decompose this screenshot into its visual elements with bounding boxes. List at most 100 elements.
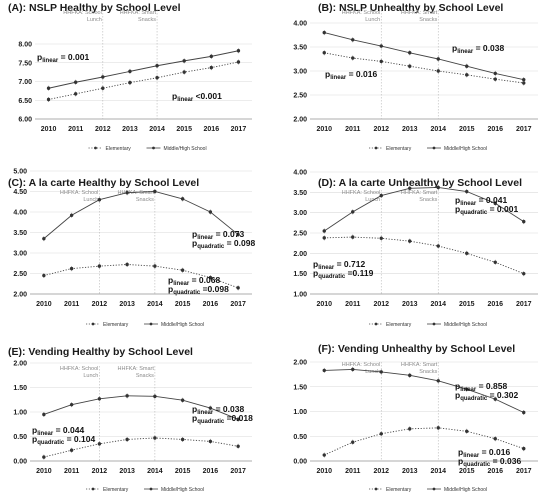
chart-panel-e: (E): Vending Healthy by School Level 0.00… <box>8 346 253 493</box>
legend-label: Elementary <box>106 146 132 152</box>
data-point <box>153 264 157 268</box>
y-tick-label: 3.00 <box>293 210 307 217</box>
data-point <box>522 271 526 276</box>
event-annotation: Lunch <box>365 369 380 375</box>
y-tick-label: 6.00 <box>18 117 32 124</box>
data-point <box>379 236 383 240</box>
data-point <box>180 268 185 272</box>
event-annotation: Lunch <box>83 197 98 203</box>
data-point <box>522 410 526 415</box>
x-tick-label: 2017 <box>231 126 247 133</box>
x-tick-label: 2013 <box>119 468 135 475</box>
legend-marker <box>149 487 153 491</box>
x-tick-label: 2016 <box>487 468 503 475</box>
series-line <box>324 32 524 81</box>
p-value-annotation: pquadratic =0.098 <box>168 284 229 296</box>
data-point <box>379 44 383 48</box>
data-point <box>436 244 440 248</box>
x-tick-label: 2012 <box>92 468 108 475</box>
x-tick-label: 2010 <box>36 468 52 475</box>
data-point <box>125 262 129 267</box>
data-point <box>493 201 497 206</box>
y-tick-label: 0.00 <box>293 459 307 466</box>
event-annotation: HHFKA: Smart <box>118 190 155 196</box>
legend-marker <box>432 146 436 150</box>
event-annotation: Lunch <box>87 17 102 23</box>
data-point <box>465 189 469 194</box>
data-point <box>436 69 440 73</box>
data-point <box>436 57 440 61</box>
y-tick-label: 1.50 <box>13 385 27 392</box>
data-point <box>465 429 469 433</box>
legend-marker <box>374 322 378 326</box>
data-point <box>209 54 214 59</box>
p-value-annotation: plinear <0.001 <box>172 91 222 103</box>
event-annotation: Lunch <box>83 373 98 379</box>
series-line <box>324 368 524 413</box>
data-point <box>42 236 46 241</box>
p-value-annotation: plinear = 0.038 <box>452 43 504 55</box>
data-point <box>436 379 440 383</box>
panel-title: (B): NSLP Unhealthy by School Level <box>318 2 503 14</box>
chart-panel-f: (F): Vending Unhealthy by School Level 0.… <box>293 343 538 493</box>
legend-marker <box>94 146 97 150</box>
y-tick-label: 8.00 <box>18 42 32 49</box>
p-value-annotation: plinear = 0.712 <box>313 259 365 271</box>
y-tick-label: 0.50 <box>13 434 27 441</box>
y-tick-label: 2.00 <box>293 251 307 258</box>
x-tick-label: 2017 <box>516 126 532 133</box>
legend-label: Middle/High School <box>444 487 487 493</box>
data-point <box>436 185 440 190</box>
data-point <box>236 49 241 53</box>
event-annotation: HHFKA: School <box>342 10 381 16</box>
p-value-annotation: plinear = 0.068 <box>168 275 220 287</box>
y-tick-label: 2.00 <box>293 360 307 367</box>
series-line <box>324 427 524 456</box>
y-tick-label: 2.50 <box>13 271 27 278</box>
legend-marker <box>432 487 436 491</box>
x-tick-label: 2014 <box>147 468 163 475</box>
chart-panel-b: (B): NSLP Unhealthy by School Level 2.00 2… <box>293 2 538 152</box>
p-value-annotation: pquadratic = 0.302 <box>455 390 518 402</box>
legend-marker <box>374 146 378 150</box>
x-tick-label: 2012 <box>373 301 389 308</box>
x-tick-label: 2017 <box>516 301 532 308</box>
x-tick-label: 2013 <box>119 301 135 308</box>
x-tick-label: 2015 <box>175 301 191 308</box>
data-point <box>101 86 105 90</box>
data-point <box>69 402 74 407</box>
p-value-annotation: pquadratic =0.119 <box>313 268 374 280</box>
data-point <box>180 197 185 201</box>
legend-label: Middle/High School <box>444 322 487 328</box>
legend-label: Middle/High School <box>164 146 207 152</box>
event-annotation: Lunch <box>365 17 380 23</box>
y-tick-label: 4.50 <box>13 189 27 196</box>
data-point <box>522 77 526 82</box>
series-line <box>324 236 524 275</box>
x-tick-label: 2017 <box>230 468 246 475</box>
data-point <box>153 189 157 194</box>
data-point <box>128 69 132 74</box>
data-point <box>379 432 383 436</box>
data-point <box>379 59 383 64</box>
x-tick-label: 2010 <box>41 126 57 133</box>
legend-label: Elementary <box>103 322 129 328</box>
data-point <box>208 275 213 280</box>
legend-label: Elementary <box>386 487 412 493</box>
data-point <box>322 30 326 35</box>
data-point <box>182 59 186 63</box>
y-tick-label: 0.50 <box>293 434 307 441</box>
legend-marker <box>149 322 153 326</box>
data-point <box>436 426 440 430</box>
panel-title: (E): Vending Healthy by School Level <box>8 346 193 358</box>
y-tick-label: 5.00 <box>13 169 27 176</box>
data-point <box>42 455 46 459</box>
event-annotation: HHFKA: Smart <box>120 10 157 16</box>
data-point <box>153 436 157 440</box>
data-point <box>493 71 497 76</box>
x-tick-label: 2015 <box>459 468 475 475</box>
y-tick-label: 3.50 <box>293 190 307 197</box>
event-annotation: Snacks <box>138 17 156 23</box>
legend-marker <box>374 487 378 491</box>
y-tick-label: 0.00 <box>13 459 27 466</box>
